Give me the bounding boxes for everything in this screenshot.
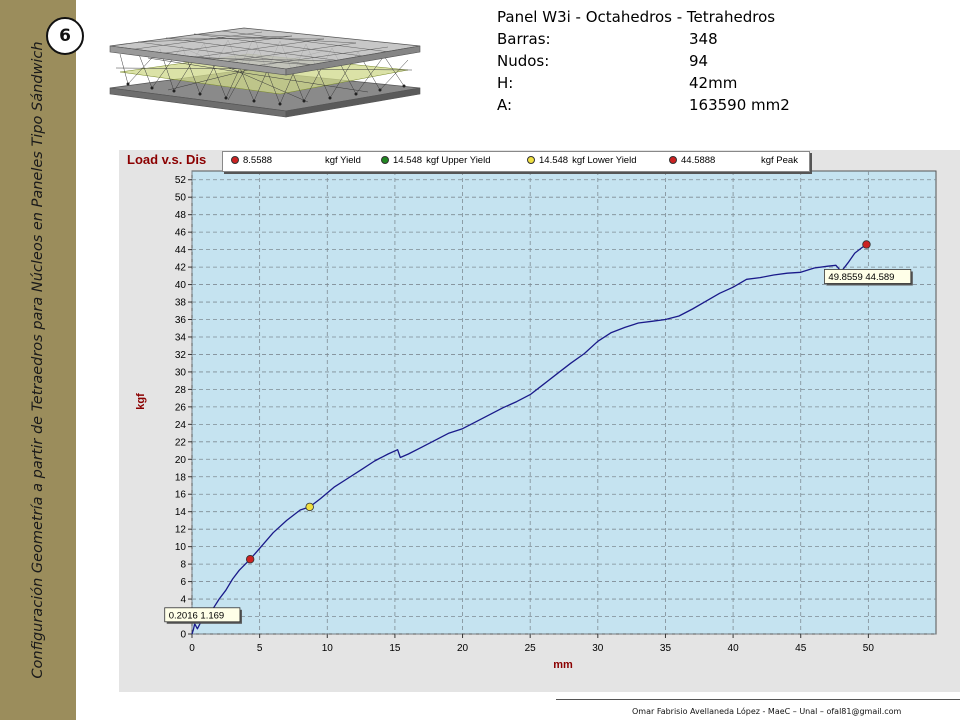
- x-tick-label: 5: [257, 643, 263, 654]
- legend-item-peak: 44.5888: [669, 155, 715, 166]
- y-tick-label: 8: [180, 560, 186, 571]
- y-tick-label: 52: [175, 175, 187, 186]
- annotation-box: [164, 607, 241, 623]
- side-bar: [0, 0, 76, 720]
- legend-label: kgf Lower Yield: [572, 155, 637, 166]
- legend-marker: [381, 156, 389, 165]
- legend-item-upper-yield: 14.548 kgf Upper Yield: [381, 155, 491, 166]
- y-tick-label: 30: [175, 367, 187, 378]
- y-tick-label: 10: [175, 542, 187, 553]
- annotation-text: 0.2016 1.169: [169, 610, 224, 621]
- y-tick-label: 44: [175, 245, 187, 256]
- x-tick-label: 45: [795, 643, 807, 654]
- y-tick-label: 42: [175, 263, 187, 274]
- legend-item-yield: 8.5588: [231, 155, 272, 166]
- y-tick-label: 46: [175, 228, 187, 239]
- spec-label: A:: [497, 96, 513, 114]
- footer-divider: [556, 699, 960, 700]
- y-tick-label: 36: [175, 315, 187, 326]
- x-tick-label: 40: [728, 643, 740, 654]
- slide-number: 6: [46, 17, 84, 55]
- x-tick-label: 10: [322, 643, 334, 654]
- x-axis-label: mm: [553, 659, 573, 671]
- legend-value: 44.5888: [681, 155, 716, 166]
- specs-title: Panel W3i - Octahedros - Tetrahedros: [497, 8, 776, 26]
- legend-label: kgf Peak: [761, 155, 798, 166]
- y-tick-label: 12: [175, 525, 187, 536]
- y-tick-label: 0: [180, 630, 186, 641]
- legend-marker: [527, 156, 535, 165]
- annotation-box: [824, 269, 912, 284]
- legend-item-lower-yield: 14.548 kgf Lower Yield: [527, 155, 637, 166]
- y-tick-label: 6: [180, 577, 186, 588]
- legend-marker: [231, 156, 239, 165]
- y-tick-label: 20: [175, 455, 187, 466]
- spec-value: 348: [689, 30, 718, 48]
- y-tick-label: 18: [175, 472, 187, 483]
- spec-row-barras: Barras: 348: [497, 28, 790, 50]
- legend-marker: [669, 156, 677, 165]
- y-tick-label: 28: [175, 385, 187, 396]
- y-tick-label: 14: [175, 507, 187, 518]
- x-tick-label: 30: [592, 643, 604, 654]
- point-annotation: 49.8559 44.589: [824, 269, 913, 286]
- y-tick-label: 24: [175, 420, 187, 431]
- spec-row-nudos: Nudos: 94: [497, 50, 790, 72]
- legend-value: 8.5588: [243, 155, 273, 166]
- spec-value: 42mm: [689, 74, 738, 92]
- point-annotation: 0.2016 1.169: [164, 607, 242, 624]
- legend-label: kgf Yield: [325, 155, 361, 166]
- marker-point: [862, 240, 871, 249]
- x-tick-label: 20: [457, 643, 469, 654]
- spec-label: Barras:: [497, 30, 551, 48]
- x-tick-label: 35: [660, 643, 672, 654]
- y-tick-label: 50: [175, 193, 187, 204]
- y-tick-label: 48: [175, 210, 187, 221]
- y-tick-label: 22: [175, 437, 187, 448]
- spec-value: 94: [689, 52, 709, 70]
- x-tick-label: 25: [525, 643, 537, 654]
- spec-label: H:: [497, 74, 514, 92]
- legend-value: 14.548: [539, 155, 569, 166]
- x-tick-label: 50: [863, 643, 875, 654]
- marker-point: [245, 555, 255, 564]
- y-axis-label: kgf: [135, 393, 147, 410]
- y-tick-label: 4: [180, 595, 186, 606]
- spec-row-a: A: 163590 mm2: [497, 94, 790, 116]
- spec-label: Nudos:: [497, 52, 550, 70]
- y-tick-label: 38: [175, 298, 187, 309]
- y-tick-label: 34: [175, 332, 187, 343]
- spec-row-h: H: 42mm: [497, 72, 790, 94]
- x-tick-label: 15: [389, 643, 401, 654]
- legend-label: kgf Upper Yield: [426, 155, 491, 166]
- chart-title: Load v.s. Dis: [127, 152, 207, 167]
- y-tick-label: 16: [175, 490, 187, 501]
- panel-specs: Panel W3i - Octahedros - Tetrahedros Bar…: [497, 6, 790, 116]
- series-line: [191, 243, 867, 635]
- y-tick-label: 26: [175, 402, 187, 413]
- spec-value: 163590 mm2: [689, 96, 790, 114]
- sandwich-panel-image: [109, 27, 421, 118]
- annotation-text: 49.8559 44.589: [828, 272, 894, 283]
- legend-value: 14.548: [393, 155, 423, 166]
- y-tick-label: 32: [175, 350, 187, 361]
- marker-point: [305, 502, 314, 512]
- chart-legend: 8.5588 kgf Yield 14.548 kgf Upper Yield 1…: [222, 151, 810, 172]
- y-tick-label: 40: [175, 280, 187, 291]
- x-tick-label: 0: [189, 643, 195, 654]
- footer-credit: Omar Fabrisio Avellaneda López - MaeC – …: [632, 707, 902, 716]
- plot-area: [191, 170, 937, 635]
